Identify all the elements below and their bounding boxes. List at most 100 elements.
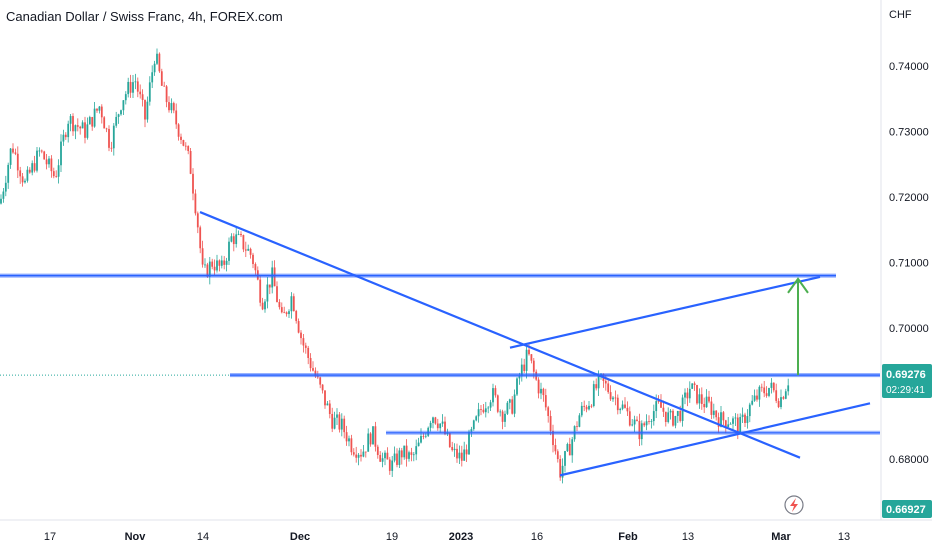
time-axis[interactable]: 17 Nov 14 Dec 19 2023 16 Feb 13 Mar 13 [44,531,850,543]
candle-body [247,248,250,251]
candle-body [175,110,178,125]
candle-body [261,302,264,310]
y-tick-label: 0.74000 [889,61,929,73]
candle-body [148,82,151,102]
candle-body [290,296,293,312]
candle-body [662,407,665,412]
candle-body [554,445,557,452]
candle-body [530,354,533,361]
candle-body [280,307,283,313]
candle-body [607,383,610,393]
candle-body [715,410,718,418]
candle-body [52,171,55,177]
candle-body [528,349,530,355]
candle-body [705,396,708,408]
candle-body [324,390,326,406]
candle-body [376,446,379,455]
candle-body [604,380,607,384]
candle-body [727,424,730,427]
lightning-icon[interactable] [784,495,804,515]
candle-body [513,394,516,414]
candle-body [744,414,746,423]
candle-body [103,117,106,129]
x-tick-label: Feb [618,531,638,543]
candle-body [136,81,139,92]
candle-body [220,260,223,266]
candle-body [69,116,72,124]
candle-body [643,423,646,426]
candle-body [232,236,235,245]
candle-body [780,397,782,408]
candle-body [230,236,233,242]
candle-body [477,409,480,417]
candle-body [672,410,674,426]
candle-body [115,116,118,126]
candle-body [700,394,703,404]
candle-body [633,419,636,425]
candle-body [43,151,46,160]
candle-body [753,395,756,401]
candle-body [249,248,252,255]
candle-body [676,410,679,416]
candle-body [300,332,302,339]
candle-body [504,413,506,422]
candle-body [144,99,146,120]
candle-body [21,176,24,183]
candle-body [489,402,492,408]
secondary-price-badge: 0.66927 [882,500,932,518]
candle-body [367,433,370,452]
candle-body [693,383,696,385]
candle-body [787,385,790,392]
candle-body [297,321,300,333]
candle-body [453,448,456,451]
candle-body [55,176,58,177]
candle-body [640,423,643,440]
candle-body [50,158,53,172]
candle-body [252,254,254,265]
candle-body [436,423,439,429]
candle-body [708,396,710,402]
candle-body [547,407,550,417]
candle-body [108,128,110,148]
candle-body [465,449,468,455]
candle-body [571,439,574,456]
candles [0,48,790,484]
x-tick-label: 16 [531,531,543,543]
channel-upper-line [509,275,821,349]
candle-body [674,415,677,426]
candle-body [127,81,130,95]
candle-body [482,409,485,413]
candle-body [64,134,67,138]
candle-body [38,150,41,152]
candle-body [429,422,432,428]
candle-body [494,388,497,396]
candle-body [638,420,641,440]
candle-body [36,150,38,171]
price-axis[interactable]: 0.740000.730000.720000.710000.700000.690… [889,61,929,466]
candle-body [621,404,624,409]
candle-body [492,388,494,403]
candle-body [609,392,612,400]
candle-body [189,151,192,174]
candle-body [559,459,562,478]
secondary-price-value: 0.66927 [886,504,926,516]
candle-body [703,403,706,408]
candle-body [237,233,240,235]
candle-body [184,145,187,147]
candle-body [717,417,720,427]
candle-body [79,126,82,129]
candle-body [444,421,446,435]
candle-body [576,426,578,427]
candle-body [451,446,454,451]
candle-body [520,364,523,377]
candle-body [388,459,391,471]
candle-body [331,413,334,429]
candle-body [7,164,10,183]
candle-body [537,379,540,394]
candle-body [163,85,166,87]
candle-body [424,435,427,437]
candle-body [360,454,362,457]
descending-trendline [199,211,801,459]
candle-body [556,451,559,460]
